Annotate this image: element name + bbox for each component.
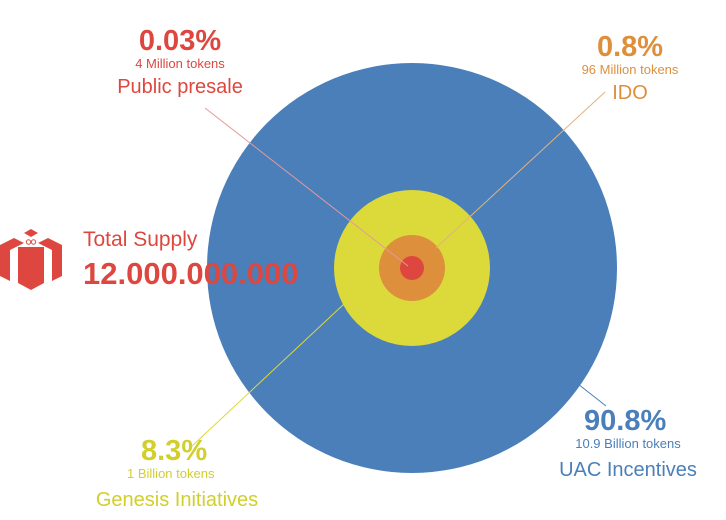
- total-supply-value: 12.000.000.000: [83, 256, 299, 291]
- circle-public-presale: [400, 256, 424, 280]
- label-ido: 0.8% 96 Million tokens IDO: [550, 32, 710, 106]
- tokens: 4 Million tokens: [135, 56, 225, 71]
- total-supply-label: Total Supply: [83, 228, 198, 251]
- tokens: 96 Million tokens: [581, 62, 679, 77]
- percent: 90.8%: [584, 405, 667, 437]
- percent: 0.8%: [596, 31, 664, 63]
- label-public-presale: 0.03% 4 Million tokens Public presale: [100, 26, 260, 100]
- leader-line-uac: [577, 383, 607, 407]
- gift-box-icon: [0, 229, 62, 290]
- leader-line-public-presale: [204, 107, 409, 267]
- tokens: 10.9 Billion tokens: [575, 436, 681, 451]
- leader-line-genesis: [191, 303, 345, 447]
- series-name: Genesis Initiatives: [95, 489, 259, 511]
- series-name: UAC Incentives: [559, 459, 697, 481]
- leader-line-ido: [435, 91, 606, 249]
- percent: 8.3%: [141, 435, 208, 467]
- series-name: Public presale: [117, 76, 243, 98]
- percent: 0.03%: [138, 25, 222, 57]
- label-uac-incentives: 90.8% 10.9 Billion tokens UAC Incentives: [548, 406, 708, 483]
- label-genesis-initiatives: 8.3% 1 Billion tokens Genesis Initiative…: [77, 436, 277, 513]
- series-name: IDO: [612, 82, 648, 104]
- tokens: 1 Billion tokens: [127, 466, 215, 481]
